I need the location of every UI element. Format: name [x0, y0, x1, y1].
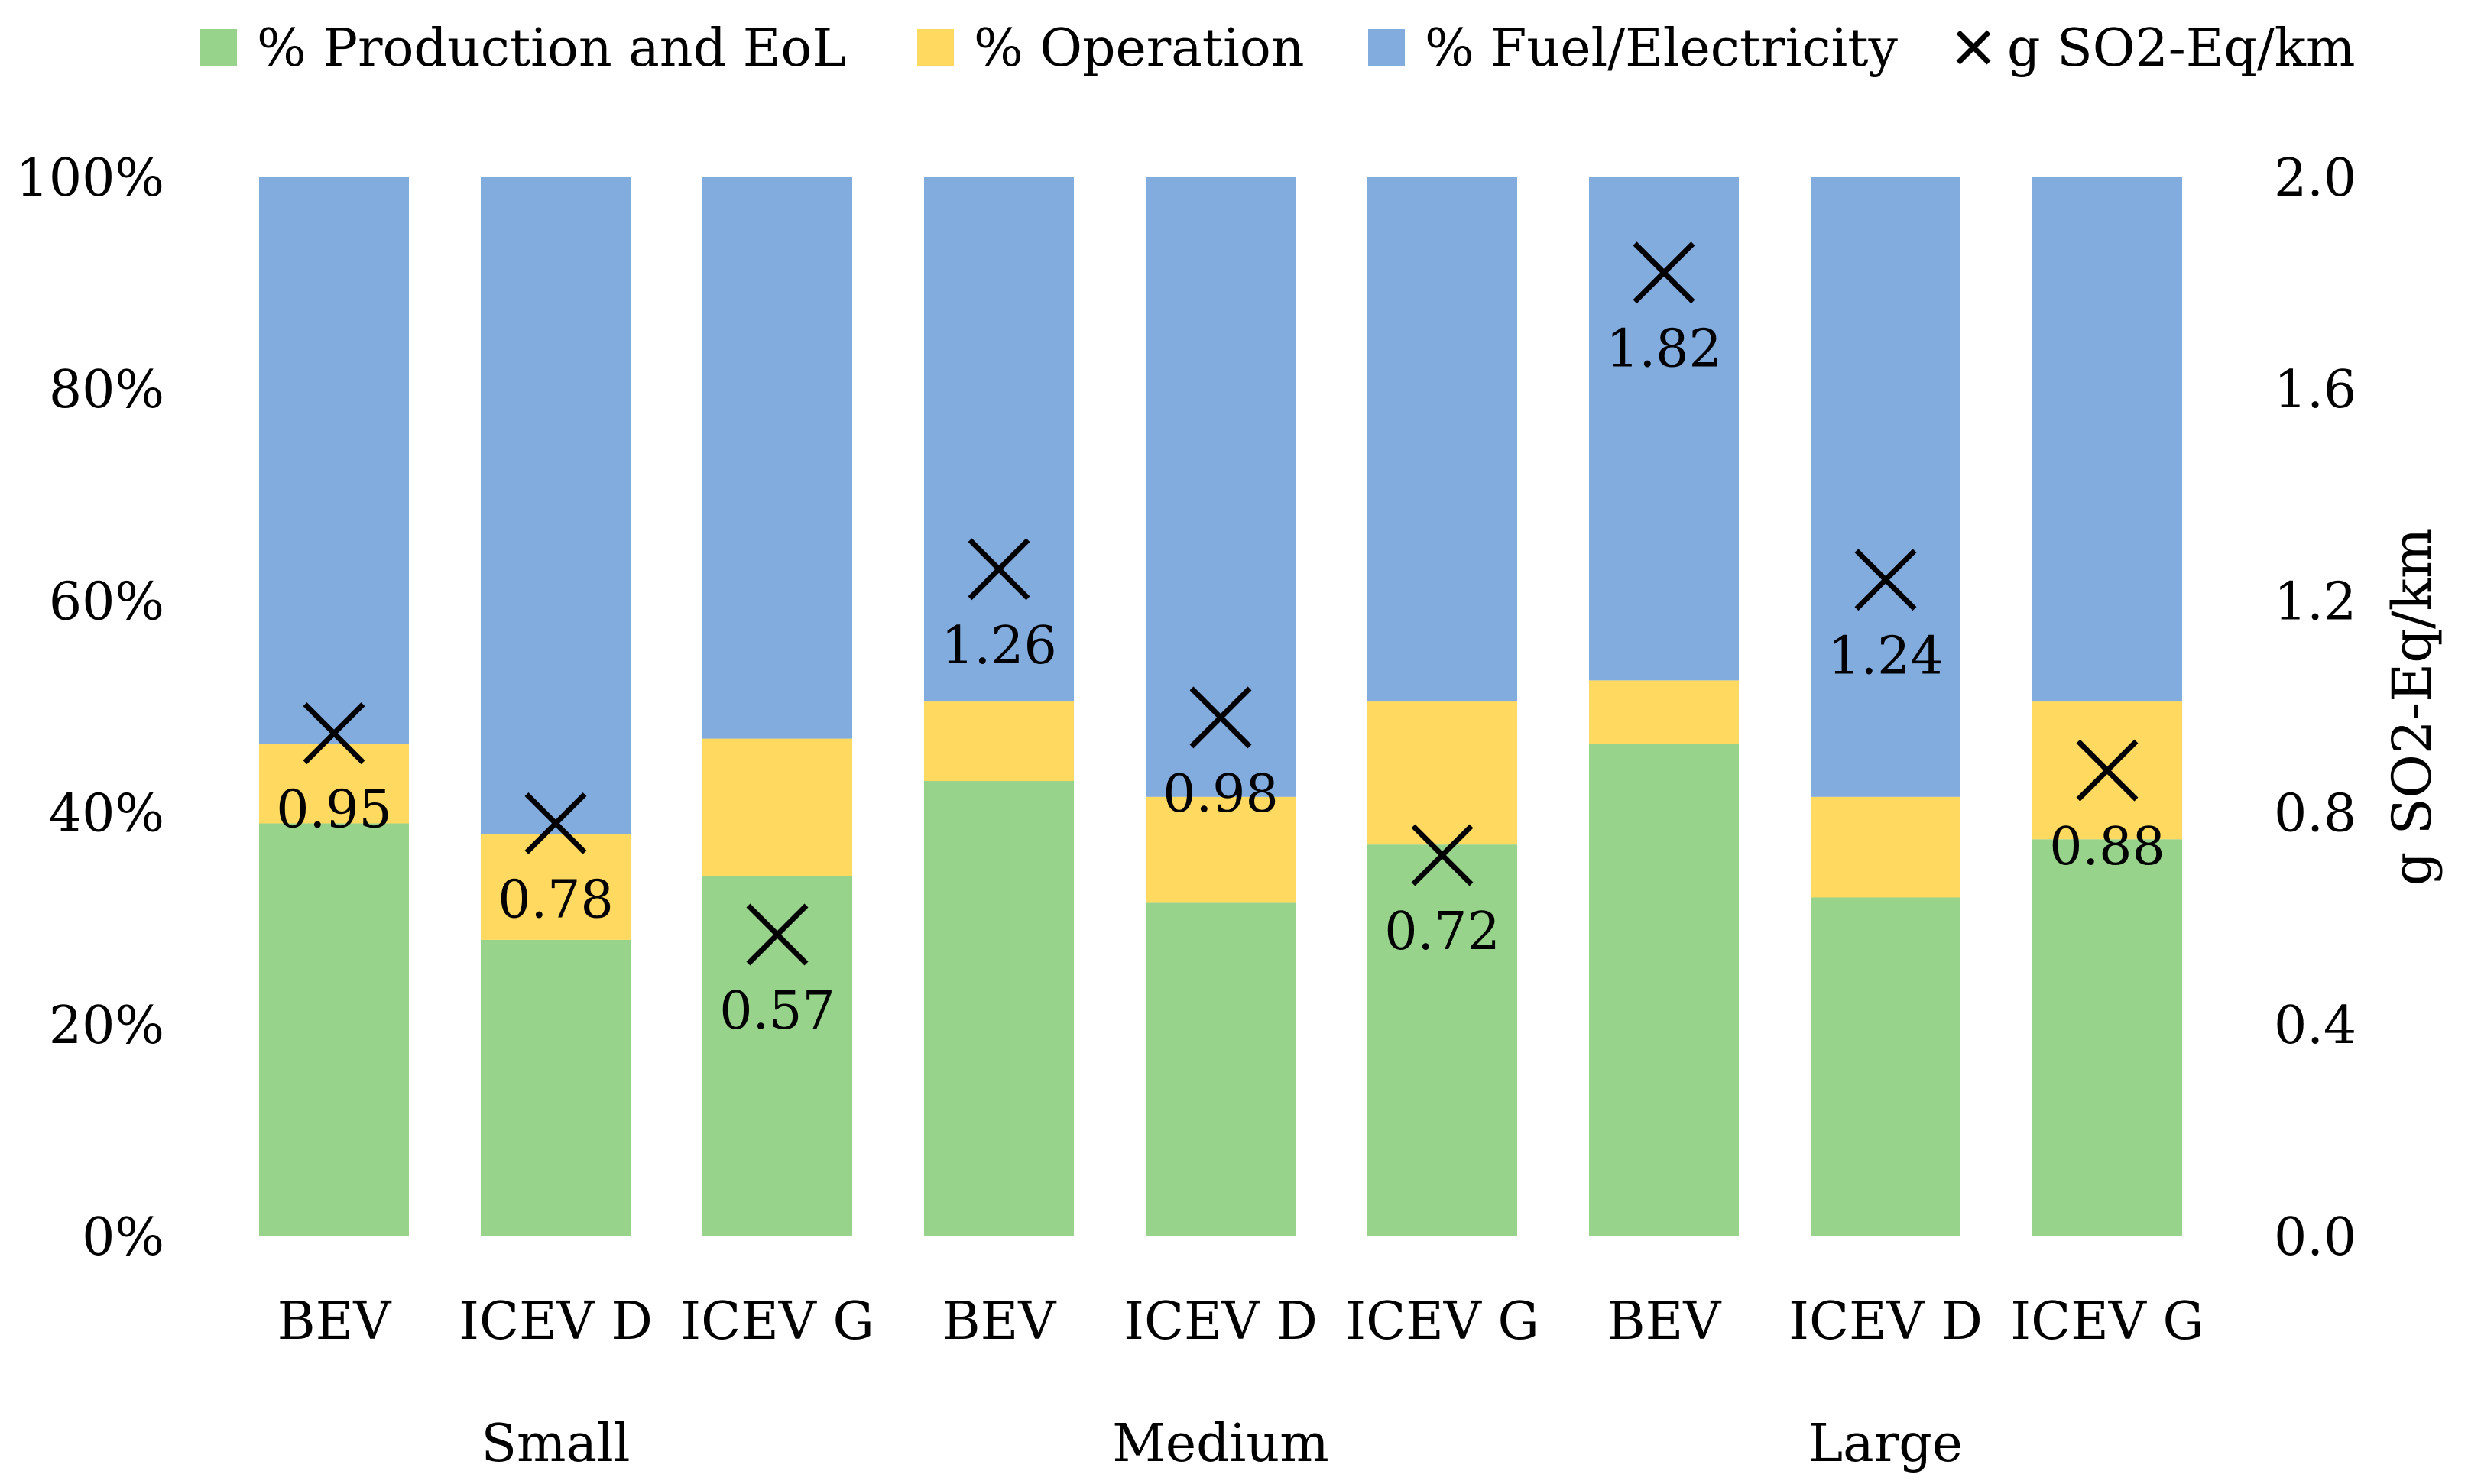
marker-stroke	[1633, 241, 1695, 304]
legend-item-production-and-eol: % Production and EoL	[200, 18, 846, 79]
left-tick-label: 60%	[49, 572, 164, 632]
markers: 0.95 0.78 0.57 1.26 0.98 0.72 1.82 1.24 0.88	[276, 241, 2165, 1042]
data-label-6: 0.72	[1384, 902, 1500, 962]
category-label: ICEV D	[1124, 1291, 1318, 1352]
marker-x-9	[2076, 739, 2139, 802]
bar-operation-3	[702, 738, 852, 876]
category-label: ICEV G	[2010, 1291, 2204, 1352]
marker-x-6	[1411, 824, 1474, 886]
bar-operation-8	[1811, 796, 1960, 898]
left-tick-label: 40%	[49, 784, 164, 844]
group-label-medium: Medium	[1112, 1414, 1328, 1474]
left-tick-label: 0%	[82, 1207, 164, 1268]
legend-item-fuel-electricity: % Fuel/Electricity	[1368, 18, 1899, 79]
left-tick-label: 20%	[49, 996, 164, 1056]
category-label: BEV	[1607, 1291, 1723, 1352]
data-label-2: 0.78	[498, 870, 613, 930]
data-label-9: 0.88	[2049, 817, 2165, 877]
bar-operation-6	[1367, 701, 1517, 845]
bar-production-and-eol-7	[1589, 744, 1739, 1236]
right-axis: 0.0 0.4 0.8 1.2 1.6 2.0	[2274, 148, 2356, 1268]
marker-stroke	[1854, 549, 1917, 611]
category-label: ICEV D	[1789, 1291, 1983, 1352]
marker-x-2	[524, 792, 587, 854]
marker-x-1	[303, 702, 365, 765]
bar-production-and-eol-9	[2032, 839, 2182, 1236]
bar-fuel-electricity-7	[1589, 177, 1739, 681]
bar-fuel-electricity-9	[2032, 177, 2182, 702]
marker-stroke	[1189, 686, 1252, 749]
legend-label: g SO2-Eq/km	[2007, 18, 2355, 79]
bar-operation-7	[1589, 680, 1739, 744]
bar-operation-4	[924, 701, 1074, 782]
bar-fuel-electricity-8	[1811, 177, 1960, 797]
bar-production-and-eol-3	[702, 876, 852, 1236]
left-tick-label: 100%	[16, 148, 164, 209]
bar-fuel-electricity-5	[1146, 177, 1296, 797]
bar-fuel-electricity-1	[259, 177, 409, 744]
marker-stroke	[968, 538, 1030, 601]
bar-fuel-electricity-4	[924, 177, 1074, 702]
legend-label: % Fuel/Electricity	[1425, 18, 1899, 79]
bars	[259, 177, 2182, 1236]
data-label-8: 1.24	[1827, 627, 1943, 687]
bar-operation-5	[1146, 796, 1296, 903]
bar-production-and-eol-1	[259, 823, 409, 1236]
data-label-1: 0.95	[276, 780, 391, 841]
left-tick-label: 80%	[49, 360, 164, 420]
data-label-7: 1.82	[1606, 319, 1721, 380]
right-tick-label: 0.0	[2274, 1207, 2356, 1268]
marker-x-8	[1854, 549, 1917, 611]
category-label: BEV	[277, 1291, 393, 1352]
legend-swatch	[917, 29, 954, 66]
legend-swatch	[200, 29, 237, 66]
category-label: ICEV G	[680, 1291, 874, 1352]
bar-production-and-eol-2	[481, 939, 631, 1236]
marker-x-5	[1189, 686, 1252, 749]
legend-item-g-so2-eq-km: g SO2-Eq/km	[1956, 18, 2355, 79]
marker-stroke	[303, 702, 365, 765]
bar-production-and-eol-8	[1811, 897, 1960, 1236]
marker-stroke	[746, 903, 809, 966]
left-axis: 0% 20% 40% 60% 80% 100%	[16, 148, 164, 1268]
bar-operation-2	[481, 834, 631, 940]
right-axis-title: g SO2-Eq/km	[2381, 528, 2444, 886]
legend-swatch	[1368, 29, 1405, 66]
bar-production-and-eol-4	[924, 781, 1074, 1236]
marker-stroke	[524, 792, 587, 854]
right-tick-label: 0.8	[2274, 784, 2356, 844]
category-labels: BEV ICEV D ICEV G BEV ICEV D ICEV G BEV ICEV D I…	[277, 1291, 2204, 1474]
right-tick-label: 1.6	[2274, 360, 2356, 420]
data-label-3: 0.57	[719, 981, 835, 1042]
legend-label: % Production and EoL	[257, 18, 846, 79]
bar-operation-1	[259, 744, 409, 824]
legend-item-operation: % Operation	[917, 18, 1305, 79]
marker-x-4	[968, 538, 1030, 601]
bar-fuel-electricity-3	[702, 177, 852, 739]
marker-x-3	[746, 903, 809, 966]
category-label: BEV	[942, 1291, 1058, 1352]
group-label-large: Large	[1808, 1414, 1963, 1474]
group-label-small: Small	[481, 1414, 630, 1474]
marker-x-7	[1633, 241, 1695, 304]
marker-stroke	[1411, 824, 1474, 886]
bar-production-and-eol-5	[1146, 902, 1296, 1236]
category-label: ICEV D	[459, 1291, 653, 1352]
bar-fuel-electricity-6	[1367, 177, 1517, 702]
right-tick-label: 1.2	[2274, 572, 2356, 632]
right-tick-label: 2.0	[2274, 148, 2356, 209]
data-label-4: 1.26	[941, 616, 1056, 676]
bar-production-and-eol-6	[1367, 844, 1517, 1236]
data-label-5: 0.98	[1163, 764, 1278, 825]
bar-fuel-electricity-2	[481, 177, 631, 834]
legend-label: % Operation	[974, 18, 1305, 79]
legend: % Production and EoL % Operation % Fuel/El…	[200, 18, 2355, 79]
legend-marker-x-icon	[1956, 30, 1991, 65]
marker-stroke	[2076, 739, 2139, 802]
right-tick-label: 0.4	[2274, 996, 2356, 1056]
category-label: ICEV G	[1345, 1291, 1539, 1352]
